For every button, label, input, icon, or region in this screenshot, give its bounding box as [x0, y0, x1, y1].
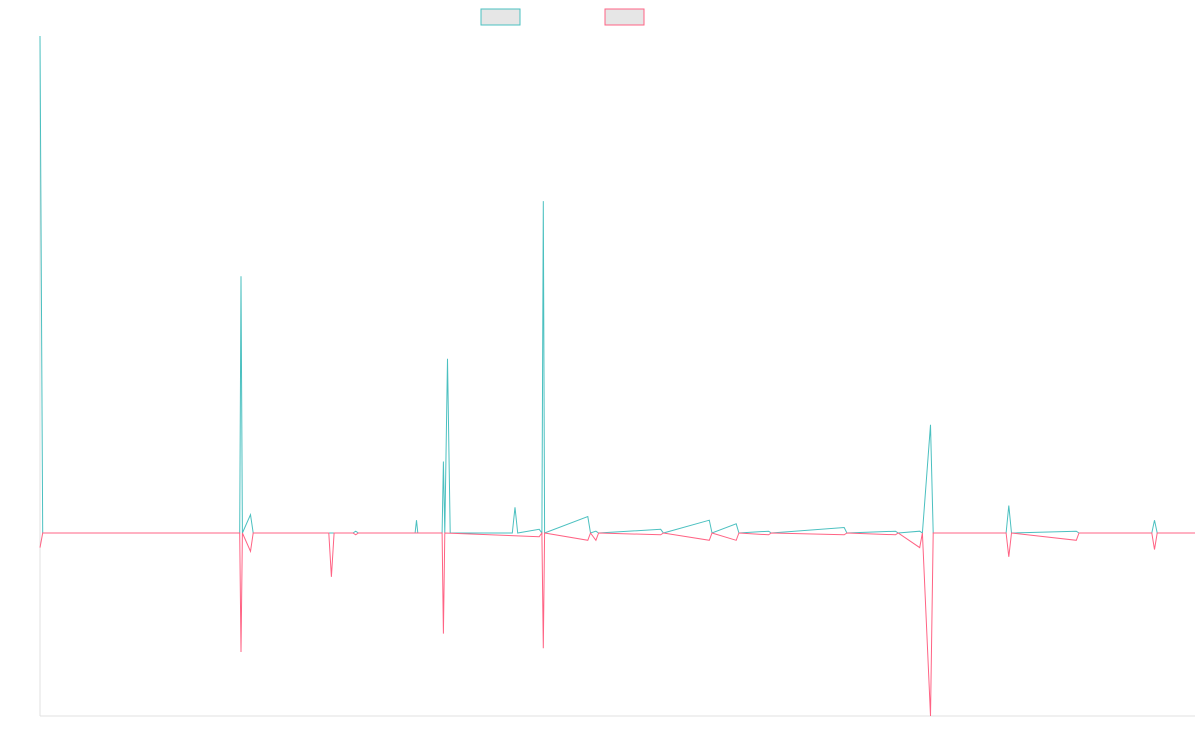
chart-axes: [39, 36, 1195, 717]
legend-swatch-2[interactable]: [604, 8, 645, 26]
series-line-1: [39, 35, 1195, 535]
legend-swatch-1[interactable]: [480, 8, 521, 26]
series-line-2: [39, 531, 1195, 717]
chart-series-layer: [39, 35, 1195, 717]
chart-legend[interactable]: [480, 8, 645, 26]
